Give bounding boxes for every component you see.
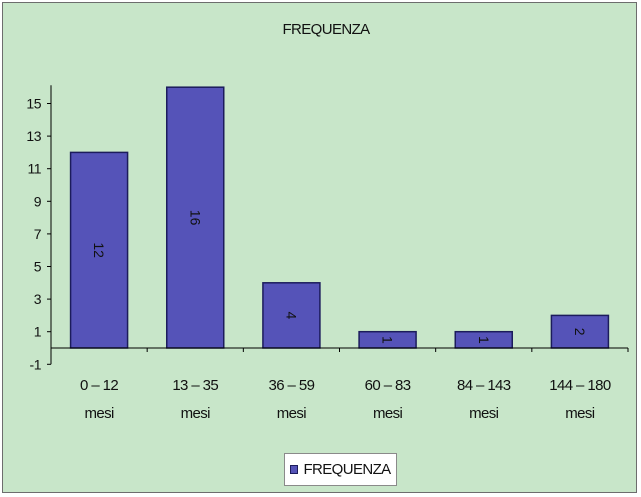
data-label: 16 <box>187 210 203 226</box>
y-tick-label: -1 <box>30 356 42 372</box>
y-tick-label: 15 <box>26 96 41 112</box>
y-tick-label: 3 <box>34 291 42 307</box>
data-label: 12 <box>91 242 107 258</box>
bar <box>166 86 225 349</box>
y-tick-label: 9 <box>34 193 42 209</box>
data-label: 1 <box>380 336 396 344</box>
x-tick-label-unit: mesi <box>373 405 403 422</box>
data-label: 1 <box>476 336 492 344</box>
data-label: 2 <box>572 328 588 336</box>
x-axis: 0 – 12 mesi 13 – 35 mesi 36 – 59 mesi 60 – 83 m… <box>50 347 629 422</box>
x-tick-label: 0 – 12 <box>80 377 118 394</box>
x-tick-label-unit: mesi <box>181 405 211 422</box>
x-tick-label-unit: mesi <box>565 405 595 422</box>
x-tick-label: 60 – 83 <box>365 377 411 394</box>
legend-swatch <box>290 465 299 474</box>
x-tick-label: 144 – 180 <box>549 377 611 394</box>
y-tick-label: 7 <box>34 226 42 242</box>
legend: FREQUENZA <box>284 453 397 486</box>
chart-area: FREQUENZA -1 1 3 5 7 9 11 13 15 12 16 4 1 1 2 0 – 12 m… <box>2 2 637 493</box>
y-tick-label: 13 <box>26 128 41 144</box>
y-tick-label: 5 <box>34 259 42 275</box>
x-tick-label: 36 – 59 <box>268 377 314 394</box>
y-tick-label: 1 <box>34 324 42 340</box>
x-tick-label: 13 – 35 <box>172 377 218 394</box>
bar <box>550 314 610 349</box>
x-tick-label-unit: mesi <box>277 405 307 422</box>
x-tick-label-unit: mesi <box>84 405 114 422</box>
y-tick-label: 11 <box>27 161 41 177</box>
x-tick-label: 84 – 143 <box>457 377 511 394</box>
bar <box>69 151 129 349</box>
chart-title: FREQUENZA <box>282 21 370 38</box>
x-tick-label-unit: mesi <box>469 405 499 422</box>
data-label: 4 <box>283 312 299 320</box>
legend-label: FREQUENZA <box>303 461 391 478</box>
